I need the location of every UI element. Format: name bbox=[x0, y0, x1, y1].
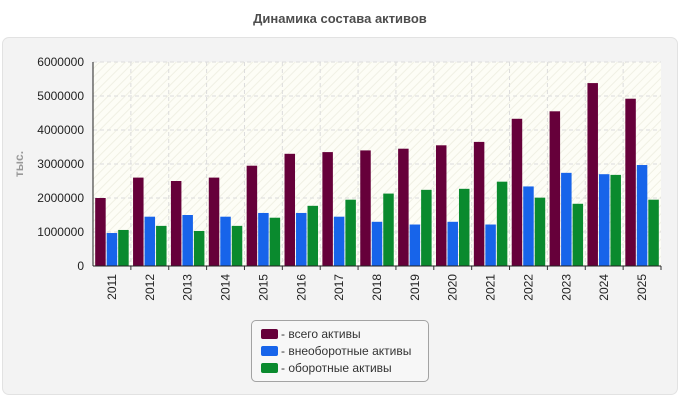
x-tick-label: 2013 bbox=[181, 274, 195, 301]
bar-1 bbox=[549, 111, 561, 266]
bar-2 bbox=[409, 224, 421, 266]
bar-3 bbox=[458, 188, 470, 266]
bar-2 bbox=[333, 216, 345, 266]
x-tick-label: 2012 bbox=[143, 274, 157, 301]
bar-1 bbox=[435, 145, 447, 266]
x-tick-label: 2011 bbox=[105, 274, 119, 300]
bar-1 bbox=[133, 177, 144, 266]
x-tick-label: 2015 bbox=[256, 274, 270, 301]
bar-1 bbox=[398, 148, 409, 266]
legend-swatch bbox=[261, 345, 278, 356]
x-tick-label: 2019 bbox=[408, 274, 422, 301]
bar-2 bbox=[182, 215, 193, 266]
legend-swatch bbox=[261, 362, 278, 373]
bar-2 bbox=[523, 186, 534, 266]
y-tick-label: 2000000 bbox=[37, 191, 84, 205]
bar-2 bbox=[636, 165, 648, 266]
bar-2 bbox=[561, 172, 572, 266]
bar-3 bbox=[534, 197, 546, 266]
bar-1 bbox=[95, 198, 106, 266]
x-tick-label: 2021 bbox=[484, 274, 498, 301]
bar-3 bbox=[610, 174, 621, 266]
x-tick-label: 2017 bbox=[332, 274, 346, 301]
x-tick-label: 2016 bbox=[294, 274, 308, 301]
y-tick-label: 4000000 bbox=[37, 123, 84, 137]
bar-2 bbox=[144, 216, 156, 266]
bar-2 bbox=[485, 224, 496, 266]
x-tick-label: 2025 bbox=[635, 274, 649, 301]
x-tick-label: 2020 bbox=[446, 274, 460, 301]
bar-2 bbox=[371, 221, 383, 266]
legend-item: - оборотные активы bbox=[261, 359, 428, 376]
y-tick-label: 1000000 bbox=[37, 225, 84, 239]
bar-2 bbox=[447, 221, 458, 266]
y-tick-label: 3000000 bbox=[37, 157, 84, 171]
legend-label: - оборотные активы bbox=[281, 360, 392, 375]
bar-1 bbox=[511, 118, 523, 266]
bar-3 bbox=[496, 181, 508, 266]
bar-1 bbox=[208, 177, 220, 266]
x-tick-label: 2022 bbox=[521, 274, 535, 301]
bar-1 bbox=[322, 152, 333, 266]
legend-item: - всего активы bbox=[261, 325, 428, 342]
legend-label: - всего активы bbox=[281, 326, 361, 341]
bar-3 bbox=[648, 199, 659, 266]
chart-title: Динамика состава активов bbox=[253, 11, 427, 26]
x-tick-label: 2023 bbox=[559, 274, 573, 301]
bar-3 bbox=[118, 229, 129, 266]
x-tick-label: 2024 bbox=[597, 274, 611, 301]
y-tick-label: 6000000 bbox=[37, 55, 84, 69]
legend-swatch bbox=[261, 328, 278, 339]
bar-3 bbox=[269, 217, 281, 266]
bar-2 bbox=[106, 233, 118, 266]
bar-3 bbox=[572, 203, 584, 266]
bar-3 bbox=[421, 189, 432, 266]
bar-3 bbox=[231, 225, 243, 266]
x-tick-label: 2018 bbox=[370, 274, 384, 301]
bar-1 bbox=[360, 150, 371, 266]
bar-2 bbox=[598, 174, 610, 266]
bar-1 bbox=[473, 141, 485, 266]
bar-3 bbox=[156, 225, 167, 266]
legend-item: - внеоборотные активы bbox=[261, 342, 428, 359]
bar-1 bbox=[625, 98, 636, 266]
x-tick-label: 2014 bbox=[219, 274, 233, 301]
bar-3 bbox=[383, 193, 394, 266]
y-tick-label: 5000000 bbox=[37, 89, 84, 103]
bar-3 bbox=[345, 199, 356, 266]
bar-3 bbox=[307, 205, 319, 266]
y-axis-label: тыс. bbox=[12, 151, 26, 177]
bar-2 bbox=[258, 212, 269, 266]
bar-1 bbox=[170, 181, 182, 266]
bar-1 bbox=[587, 83, 598, 266]
bar-1 bbox=[246, 165, 258, 266]
bar-2 bbox=[296, 212, 307, 266]
bar-3 bbox=[193, 230, 205, 266]
legend-label: - внеоборотные активы bbox=[281, 343, 412, 358]
y-tick-label: 0 bbox=[77, 259, 84, 273]
bar-1 bbox=[284, 153, 296, 266]
bar-2 bbox=[220, 216, 231, 266]
legend: - всего активы - внеоборотные активы - обо… bbox=[251, 320, 429, 382]
